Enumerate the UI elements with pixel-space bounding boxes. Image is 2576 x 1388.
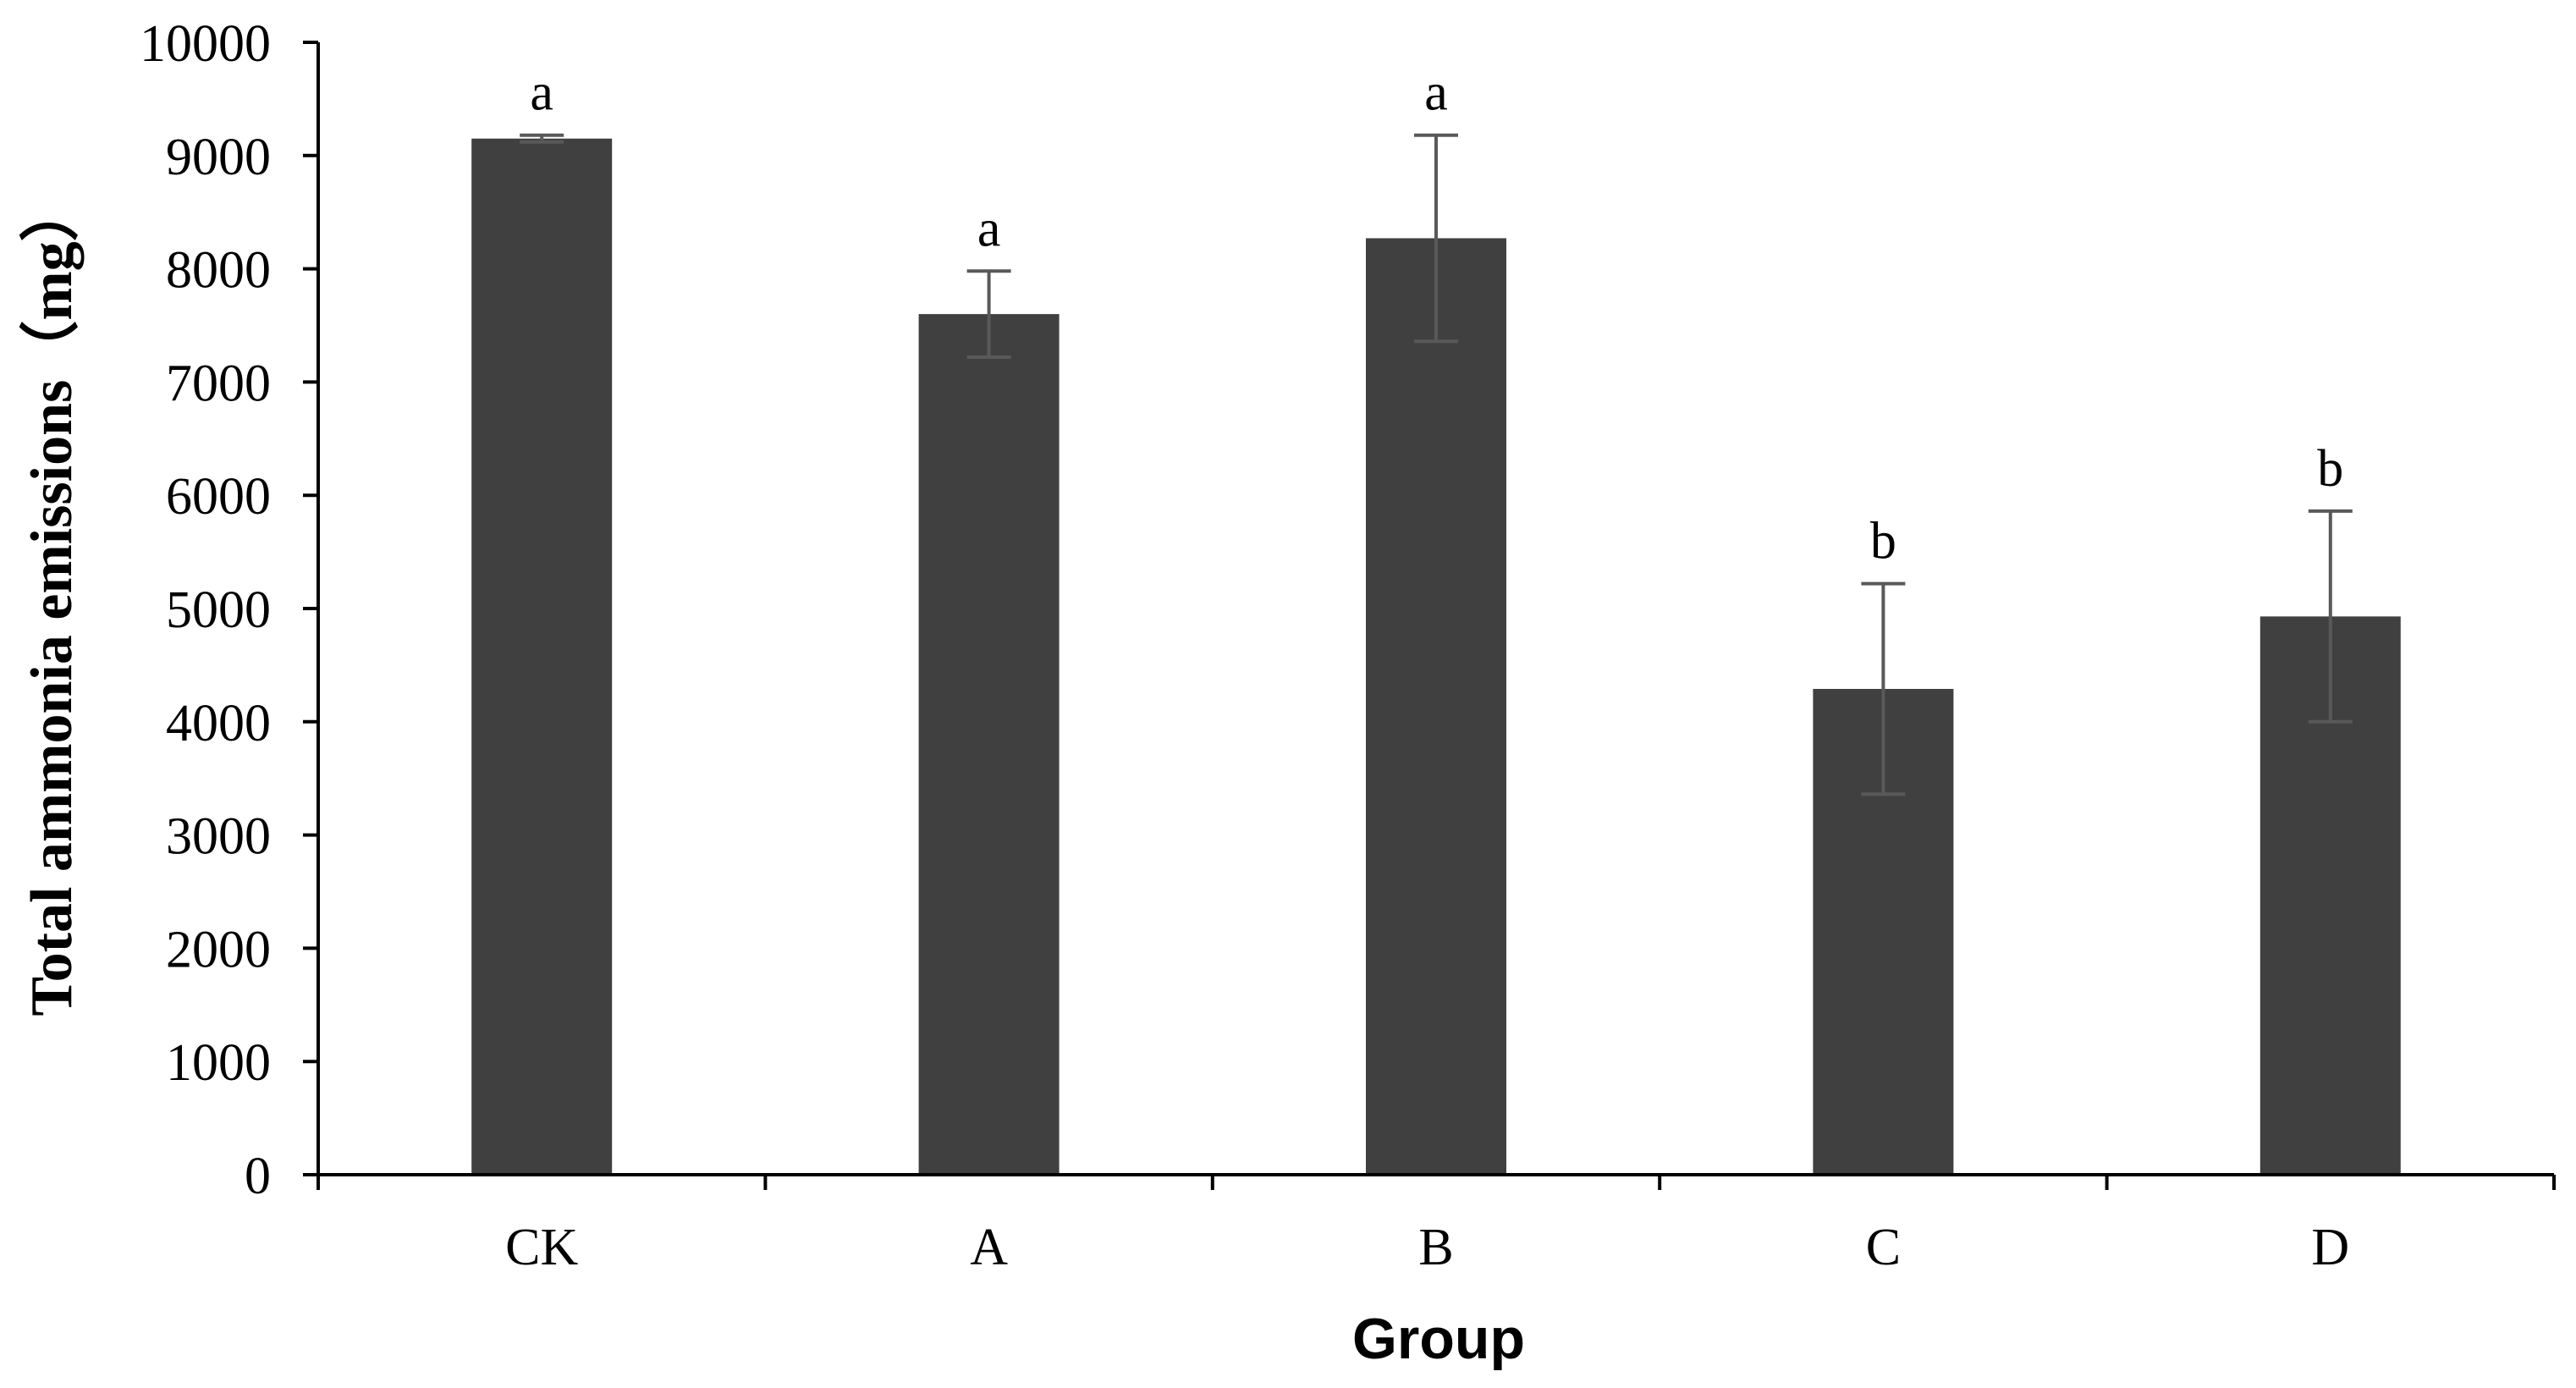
error-bar-b: [1414, 133, 1458, 344]
y-tick-label: 10000: [140, 15, 271, 73]
y-tick-label: 8000: [166, 242, 271, 300]
labels-layer: 0 1000 2000 3000 4000 5000 6000 7000 8000 9000 100…: [140, 15, 2349, 1276]
y-tick-label: 4000: [166, 695, 271, 752]
y-tick-label: 5000: [166, 581, 271, 639]
error-bar-ck: [520, 133, 564, 144]
x-tick-label-c: C: [1866, 1219, 1901, 1276]
y-tick-label: 1000: [166, 1034, 271, 1092]
error-bar-d: [2308, 509, 2353, 724]
significance-label-b: a: [1424, 64, 1448, 122]
x-tick-label-b: B: [1418, 1219, 1453, 1276]
significance-label-c: b: [1870, 513, 1896, 570]
significance-label-a: a: [977, 200, 1001, 257]
y-tick-label: 2000: [166, 921, 271, 978]
bar-ck: [471, 138, 613, 1176]
bar-a: [918, 314, 1060, 1175]
x-tick-label-a: A: [970, 1219, 1008, 1276]
x-axis-title: Group: [1352, 1307, 1525, 1371]
y-axis-title: Total ammonia emissions（mg）: [19, 182, 85, 1016]
y-tick-label: 7000: [166, 355, 271, 412]
error-bars-layer: [520, 133, 2353, 796]
bar-b: [1366, 238, 1506, 1175]
x-tick-label-ck: CK: [505, 1219, 578, 1276]
error-bar-c: [1861, 581, 1906, 796]
ticks-layer: [303, 41, 2556, 1190]
y-tick-label: 0: [245, 1148, 271, 1205]
error-bar-a: [966, 269, 1011, 359]
x-tick-label-d: D: [2311, 1219, 2349, 1276]
significance-label-d: b: [2317, 440, 2343, 498]
y-tick-label: 6000: [166, 468, 271, 526]
significance-label-ck: a: [530, 64, 553, 122]
y-tick-label: 3000: [166, 808, 271, 866]
y-tick-label: 9000: [166, 129, 271, 186]
